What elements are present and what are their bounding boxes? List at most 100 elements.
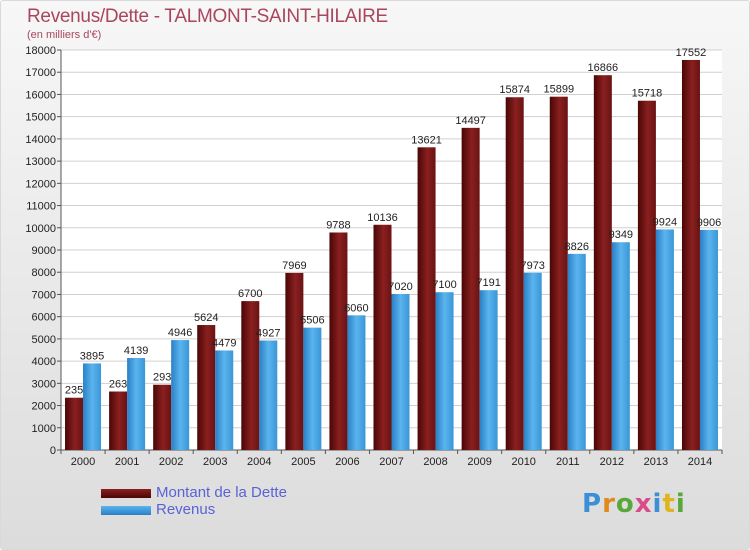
x-tick-label: 2002 [159, 456, 183, 468]
data-label: 5624 [194, 312, 218, 324]
revenue-bar [655, 229, 674, 450]
data-label: 235 [65, 385, 83, 397]
y-tick-label: 8000 [32, 267, 56, 279]
proxiti-logo: Proxiti [582, 489, 686, 519]
data-label: 9349 [609, 229, 633, 241]
debt-bar [505, 97, 524, 450]
logo-letter: i [675, 489, 686, 519]
y-tick-label: 7000 [32, 289, 56, 301]
revenue-bar [479, 290, 498, 450]
y-tick-label: 13000 [25, 156, 56, 168]
data-label: 9906 [697, 217, 721, 229]
data-label: 7191 [476, 277, 500, 289]
y-tick-label: 5000 [32, 334, 56, 346]
data-label: 293 [153, 372, 171, 384]
revenue-bar [259, 340, 278, 450]
data-label: 3895 [80, 350, 104, 362]
data-label: 4139 [124, 345, 148, 357]
revenue-bar [171, 340, 190, 450]
x-tick-label: 2011 [556, 456, 580, 468]
legend-label-revenue: Revenus [156, 501, 216, 518]
debt-bar [285, 272, 304, 450]
legend-swatch-debt [101, 489, 151, 498]
revenue-bar [347, 315, 366, 450]
y-tick-label: 16000 [25, 89, 56, 101]
revenue-bar [435, 292, 454, 450]
y-tick-label: 3000 [32, 378, 56, 390]
data-label: 9924 [653, 216, 677, 228]
y-tick-label: 9000 [32, 245, 56, 257]
debt-bar [681, 59, 700, 450]
logo-letter: r [602, 489, 616, 519]
x-tick-label: 2005 [291, 456, 315, 468]
x-tick-label: 2013 [644, 456, 668, 468]
revenue-bar [83, 363, 102, 450]
data-label: 263 [109, 379, 127, 391]
data-label: 9788 [326, 219, 350, 231]
debt-bar [153, 384, 172, 450]
logo-letter: i [652, 489, 663, 519]
x-tick-label: 2008 [423, 456, 447, 468]
data-label: 7020 [388, 281, 412, 293]
chart-title: Revenus/Dette - TALMONT-SAINT-HILAIRE [27, 6, 388, 27]
data-label: 15899 [543, 84, 574, 96]
x-tick-label: 2009 [467, 456, 491, 468]
debt-bar [329, 232, 348, 450]
data-label: 4479 [212, 337, 236, 349]
revenue-bar [127, 358, 146, 450]
revenue-bar [215, 350, 234, 450]
y-tick-label: 0 [50, 445, 56, 457]
y-tick-label: 18000 [25, 45, 56, 57]
data-label: 4927 [256, 328, 280, 340]
revenue-bar [699, 229, 718, 450]
data-label: 14497 [455, 115, 486, 127]
x-axis-ticks: 2000 2001 2002 2003 2004 2005 2006 2007 2008 2009… [60, 450, 723, 468]
debt-bar [373, 224, 392, 450]
x-tick-label: 2006 [335, 456, 359, 468]
data-label: 16866 [588, 62, 619, 74]
debt-bar [417, 147, 436, 451]
debt-bar [197, 325, 216, 450]
revenue-bar [391, 294, 410, 450]
y-axis-ticks: 0 1000 2000 3000 4000 5000 6000 7000 8000 9000 100… [25, 45, 722, 457]
logo-letter: x [634, 489, 653, 519]
debt-bar [241, 301, 260, 450]
y-tick-label: 17000 [25, 67, 56, 79]
x-tick-label: 2004 [247, 456, 271, 468]
data-label: 15874 [499, 84, 530, 96]
x-tick-label: 2010 [511, 456, 535, 468]
y-tick-label: 4000 [32, 356, 56, 368]
data-label: 13621 [411, 134, 442, 146]
data-label: 17552 [676, 47, 707, 59]
logo-letter: t [662, 489, 676, 519]
debt-bar [637, 100, 656, 450]
revenue-bar [611, 242, 630, 450]
logo-letter: P [582, 489, 603, 519]
data-label: 15718 [632, 88, 663, 100]
debt-bar [65, 397, 84, 450]
y-tick-label: 12000 [25, 178, 56, 190]
debt-bar [593, 75, 612, 450]
y-tick-label: 11000 [26, 201, 56, 213]
revenue-bar [567, 253, 586, 450]
legend-label-debt: Montant de la Dette [156, 484, 287, 501]
chart-subtitle: (en milliers d'€) [27, 29, 102, 41]
bars [65, 59, 718, 451]
data-label: 6700 [238, 288, 262, 300]
legend-swatch-revenue [101, 506, 151, 515]
y-tick-label: 6000 [32, 312, 56, 324]
debt-bar [109, 391, 128, 450]
data-label: 10136 [367, 212, 398, 224]
data-label: 7100 [432, 279, 456, 291]
y-tick-label: 14000 [25, 134, 56, 146]
x-tick-label: 2014 [688, 456, 712, 468]
revenue-bar [523, 272, 542, 450]
data-label: 6060 [344, 302, 368, 314]
x-tick-label: 2012 [600, 456, 624, 468]
revenue-bar [303, 327, 322, 450]
x-tick-label: 2000 [71, 456, 95, 468]
y-tick-label: 1000 [32, 423, 56, 435]
y-tick-label: 2000 [32, 401, 56, 413]
